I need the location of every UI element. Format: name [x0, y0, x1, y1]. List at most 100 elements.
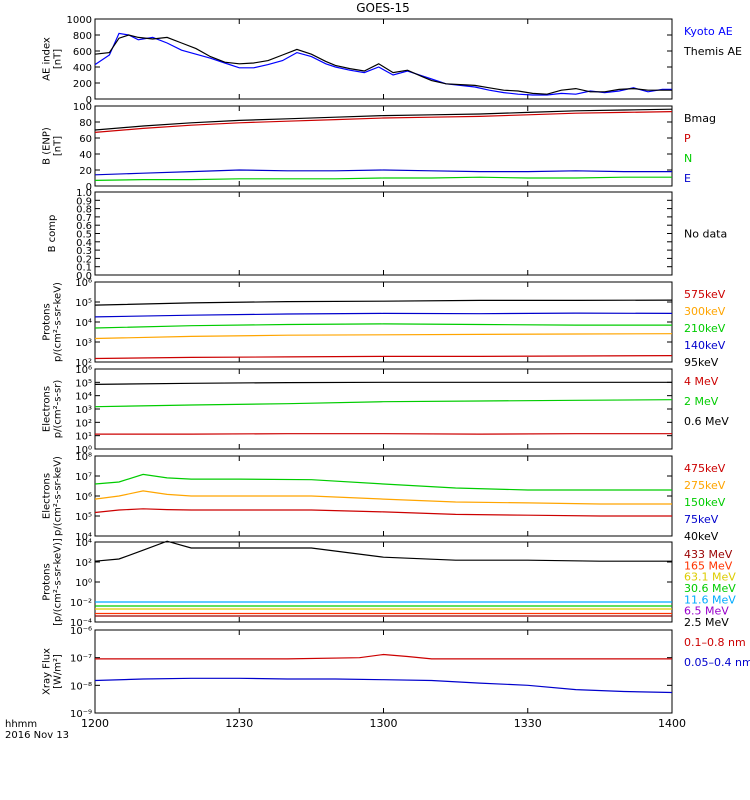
ylabel: p/(cm²-s-sr-keV): [53, 456, 64, 536]
panel-frame: [94, 541, 673, 623]
ytick-label: 0: [86, 182, 92, 193]
series-line-475kev: [94, 508, 672, 517]
series-line-themis-ae: [94, 34, 672, 95]
ylabel: [nT]: [53, 49, 64, 69]
legend-entry: 300keV: [684, 305, 726, 318]
ytick-label: 10⁻⁹: [70, 709, 92, 720]
ytick-label: 0.0: [76, 271, 92, 282]
time-axis: hhmm 2016 Nov 13 1200 1230 1300 1330 1400: [5, 717, 686, 741]
ylabel: Protons: [42, 303, 53, 340]
ytick-label: 10⁴: [75, 392, 92, 403]
legend-entry: 210keV: [684, 322, 726, 335]
ytick-label: 100: [73, 102, 92, 113]
series-line-150kev: [94, 473, 672, 491]
ylabel: [W/m²]: [53, 654, 64, 689]
ytick-label: 800: [73, 31, 92, 42]
series-line-0-05-0-4-nm: [94, 677, 673, 694]
ytick-label: 10⁴: [75, 538, 92, 549]
ytick-label: 40: [79, 150, 92, 161]
ylabel: Electrons: [42, 473, 53, 519]
ytick-label: 0.2: [76, 254, 92, 265]
ytick-label: 10⁷: [75, 472, 92, 483]
legend-entry: 150keV: [684, 496, 726, 509]
ytick-label: 60: [79, 134, 92, 145]
panel-xray: 10⁻⁹ 10⁻⁸ 10⁻⁷ 10⁻⁶ Xray Flux [W/m²] 0.1–0.8 n…: [42, 626, 750, 720]
legend-entry: N: [684, 152, 692, 165]
ytick-label: 0.8: [76, 205, 92, 216]
ylabel: p/(cm²-s-sr-keV): [53, 282, 64, 362]
panel-bfield: 0 20 40 60 80 100 B (ENP) [nT] Bmag PNE: [42, 102, 717, 193]
legend-entry: 0.6 MeV: [684, 415, 729, 428]
legend-entry: Bmag: [684, 112, 716, 125]
ytick-label: 0.9: [76, 196, 92, 207]
panel-frame: [94, 281, 673, 363]
series-line-n: [94, 176, 672, 181]
xtick-label: 1300: [370, 717, 398, 730]
legend-entry: Themis AE: [683, 45, 742, 58]
series-line-p: [94, 111, 673, 133]
panel-frame: [94, 629, 673, 714]
legend-entry: 475keV: [684, 462, 726, 475]
ylabel: B (ENP): [42, 127, 53, 165]
xtick-label: 1330: [514, 717, 542, 730]
ytick-label: 1000: [67, 15, 92, 26]
series-line-300kev: [94, 333, 673, 340]
ytick-label: 10⁸: [75, 452, 92, 463]
ytick-label: 10⁴: [75, 532, 92, 543]
series-line-2-mev: [94, 399, 673, 408]
series-line-275kev: [94, 490, 672, 505]
ytick-label: 200: [73, 79, 92, 90]
legend-entry: Kyoto AE: [684, 25, 733, 38]
ytick-label: 10⁵: [75, 378, 92, 389]
ylabel: Electrons: [42, 386, 53, 432]
legend-entry: 63.1 MeV: [684, 571, 736, 584]
ytick-label: 10⁶: [75, 492, 92, 503]
ytick-label: 10⁻⁸: [70, 681, 92, 692]
ytick-label: 10⁻⁴: [70, 618, 92, 629]
series-line-2-5-mev: [94, 540, 672, 562]
series-line-e: [94, 169, 672, 176]
plot-title: GOES-15: [356, 1, 410, 15]
xtick-label: 1200: [81, 717, 109, 730]
legend-entry: 0.05–0.4 nm: [684, 656, 750, 669]
ytick-label: 400: [73, 63, 92, 74]
ytick-label: 10⁰: [75, 578, 92, 589]
series-line-0-1-0-8-nm: [95, 653, 672, 660]
legend-entry: 4 MeV: [684, 375, 719, 388]
panel-electrons_low: 10⁴ 10⁵ 10⁶ 10⁷ 10⁸ Electrons p/(cm²-s-sr-keV)…: [42, 452, 726, 543]
panel-frame: [94, 191, 673, 276]
legend-entry: 433 MeV: [684, 548, 733, 561]
panel-bcomp: 0.00.10.20.30.40.50.60.70.80.91.0 B comp N…: [47, 188, 727, 282]
legend-entry: 11.6 MeV: [684, 593, 736, 606]
xtick-label: 1400: [658, 717, 686, 730]
ytick-label: 10⁻²: [70, 598, 92, 609]
ylabel: [nT]: [53, 136, 64, 156]
ytick-label: 0.7: [76, 213, 92, 224]
time-axis-label-1: hhmm: [5, 719, 37, 730]
ylabel: Xray Flux: [42, 648, 53, 695]
series-line-140kev: [94, 312, 673, 318]
legend-entry: P: [684, 132, 691, 145]
ytick-label: 10⁴: [75, 318, 92, 329]
ytick-label: 0.1: [76, 263, 92, 274]
legend-entry: 140keV: [684, 339, 726, 352]
legend-entry: 95keV: [684, 356, 719, 369]
legend-entry: 30.6 MeV: [684, 582, 736, 595]
series-line-575kev: [94, 355, 673, 360]
time-axis-label-2: 2016 Nov 13: [5, 730, 69, 741]
ytick-label: 10¹: [75, 432, 92, 443]
ytick-label: 10⁶: [75, 278, 92, 289]
ylabel: Protons: [42, 563, 53, 600]
ytick-label: 10⁶: [75, 365, 92, 376]
ylabel: [p/(cm²-s-sr-keV)]: [53, 538, 64, 626]
ytick-label: 10⁻⁷: [70, 654, 92, 665]
ytick-label: 10²: [75, 358, 92, 369]
ylabel: B comp: [47, 215, 58, 253]
legend-entry: 2.5 MeV: [684, 616, 729, 629]
legend-entry: 575keV: [684, 288, 726, 301]
no-data-label: No data: [684, 228, 727, 241]
ytick-label: 10²: [75, 418, 92, 429]
panel-frame: [94, 368, 673, 450]
panel-protons_high: 10⁻⁴ 10⁻² 10⁰ 10² 10⁴ Protons [p/(cm²-s-sr-keV…: [42, 538, 737, 629]
